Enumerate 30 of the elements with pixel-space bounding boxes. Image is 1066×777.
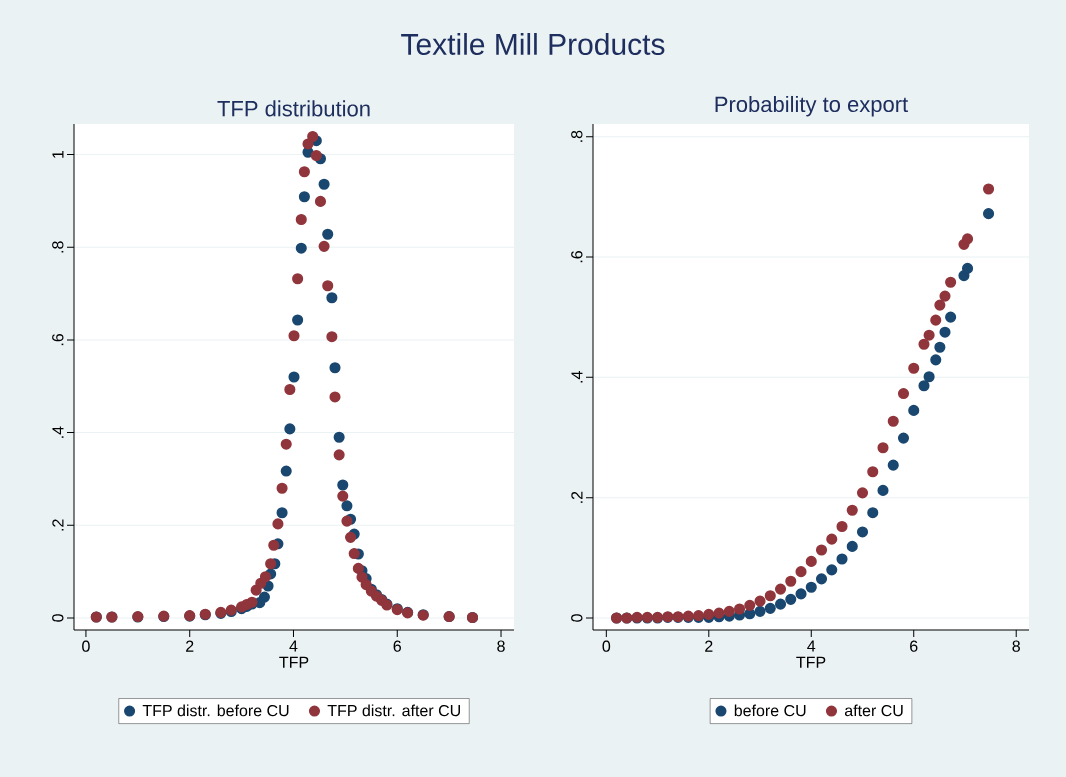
y-tick-label: .8 bbox=[571, 130, 583, 142]
x-tick-label: 4 bbox=[289, 640, 298, 652]
x-tick-label: 2 bbox=[705, 640, 713, 652]
text: Textile Mill Products bbox=[401, 32, 665, 56]
legend-label: after CU bbox=[844, 704, 903, 717]
x-tick-label: 0 bbox=[602, 640, 611, 652]
y-tick-label: .6 bbox=[571, 251, 583, 263]
legend-label: TFP distr. before CU bbox=[142, 704, 289, 717]
y-tick-label: 0 bbox=[571, 614, 583, 622]
x-axis-title: TFP bbox=[279, 656, 309, 668]
x-tick-label: 8 bbox=[1012, 640, 1020, 652]
x-tick-label: 2 bbox=[186, 640, 194, 652]
chart-title: TFP distribution bbox=[217, 100, 370, 117]
y-tick-label: 0 bbox=[52, 614, 64, 622]
y-tick-label: .4 bbox=[52, 426, 64, 438]
x-tick-label: 0 bbox=[82, 640, 90, 652]
y-tick-label: 1 bbox=[52, 150, 64, 158]
y-tick-label: .8 bbox=[52, 241, 64, 253]
y-tick-label: .6 bbox=[52, 333, 64, 346]
legend-label: TFP distr. after CU bbox=[327, 704, 460, 717]
x-tick-label: 6 bbox=[393, 640, 401, 652]
x-axis-title: TFP bbox=[796, 656, 826, 668]
chart-title: Probability to export bbox=[715, 95, 909, 117]
y-tick-label: .4 bbox=[571, 371, 583, 383]
x-tick-label: 8 bbox=[497, 640, 505, 652]
x-tick-label: 6 bbox=[910, 640, 918, 652]
legend-label: before CU bbox=[734, 704, 806, 717]
y-tick-label: .2 bbox=[52, 519, 64, 531]
x-tick-label: 4 bbox=[807, 640, 816, 652]
y-tick-label: .2 bbox=[571, 491, 583, 503]
